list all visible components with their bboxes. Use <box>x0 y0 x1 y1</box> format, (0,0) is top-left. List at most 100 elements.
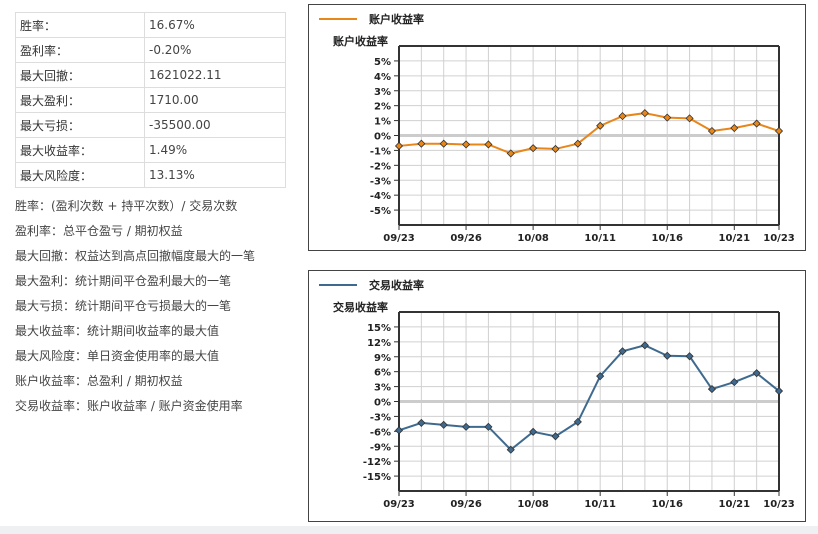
data-point <box>752 119 761 128</box>
y-tick-label: 6% <box>374 368 391 379</box>
definition-item: 盈利率：总平仓盈亏 / 期初权益 <box>15 224 183 238</box>
y-tick-label: 5% <box>374 57 391 68</box>
stat-value: -0.20% <box>144 37 286 63</box>
data-point <box>640 109 649 118</box>
x-tick-label: 10/16 <box>651 499 683 510</box>
trade-return-svg: 交易收益率交易收益率15%12%9%6%3%0%-3%-6%-9%-12%-15… <box>319 278 795 510</box>
y-tick-label: -15% <box>363 472 391 483</box>
data-point <box>461 422 471 431</box>
x-tick-label: 10/21 <box>719 499 751 510</box>
y-tick-label: 3% <box>374 87 391 98</box>
stats-row: 最大亏损： -35500.00 <box>15 112 286 138</box>
data-point <box>439 139 448 148</box>
stat-value: -35500.00 <box>144 112 286 138</box>
stat-label: 胜率： <box>15 12 145 38</box>
y-tick-label: 4% <box>374 72 391 83</box>
definition-item: 最大回撤：权益达到高点回撤幅度最大的一笔 <box>15 249 256 263</box>
stat-label: 最大风险度： <box>15 162 145 188</box>
stats-row: 最大风险度： 13.13% <box>15 162 286 188</box>
x-tick-label: 09/23 <box>383 233 415 244</box>
data-point <box>484 422 493 431</box>
y-tick-label: -2% <box>370 161 391 172</box>
data-point <box>461 140 471 149</box>
y-tick-label: 9% <box>374 353 391 364</box>
y-tick-label: 15% <box>367 323 391 334</box>
data-point <box>439 420 448 429</box>
data-point <box>596 121 605 130</box>
data-point <box>774 386 784 396</box>
y-tick-label: 12% <box>367 338 391 349</box>
x-tick-label: 09/26 <box>450 499 482 510</box>
trade-return-chart: 交易收益率 交易收益率 15% 12% 9% 6% 3% 0% -3% -6% -9% -12% -15… <box>308 270 806 522</box>
account-return-svg: 账户收益率账户收益率5%4%3%2%1%0%-1%-2%-3%-4%-5%09/… <box>319 12 795 244</box>
stat-label: 最大亏损： <box>15 112 145 138</box>
stat-label: 盈利率： <box>15 37 145 63</box>
legend-label: 交易收益率 <box>369 278 424 292</box>
stat-label: 最大收益率： <box>15 137 145 163</box>
y-tick-label: -4% <box>370 191 391 202</box>
data-point <box>707 126 717 136</box>
data-point <box>618 347 627 356</box>
x-tick-label: 10/23 <box>763 233 795 244</box>
data-point <box>551 432 560 441</box>
y-tick-label: 0% <box>374 398 391 409</box>
data-point <box>417 418 426 427</box>
data-point <box>573 139 582 148</box>
y-axis-title: 交易收益率 <box>333 300 388 314</box>
x-tick-label: 10/16 <box>651 233 683 244</box>
data-point <box>685 352 694 361</box>
definitions-list: 胜率：(盈利次数 + 持平次数）/ 交易次数 盈利率：总平仓盈亏 / 期初权益最大… <box>15 194 255 419</box>
data-point <box>529 427 538 436</box>
data-point <box>394 141 404 151</box>
y-tick-label: -12% <box>363 457 391 468</box>
stat-value: 1710.00 <box>144 87 286 113</box>
stats-row: 最大收益率： 1.49% <box>15 137 286 163</box>
stats-table: 胜率： 16.67% 盈利率： -0.20% 最大回撤： 1621022.11 最大盈利： 1… <box>15 12 286 188</box>
stat-value: 1.49% <box>144 137 286 163</box>
x-tick-label: 10/11 <box>584 233 616 244</box>
stats-row: 最大回撤： 1621022.11 <box>15 62 286 88</box>
data-point <box>551 144 560 153</box>
definition-item: 最大亏损：统计期间平仓亏损最大的一笔 <box>15 299 232 313</box>
x-tick-label: 10/21 <box>719 233 751 244</box>
data-point <box>730 378 739 387</box>
y-tick-label: 3% <box>374 383 391 394</box>
data-point <box>506 149 515 158</box>
x-tick-label: 09/23 <box>383 499 415 510</box>
data-point <box>663 351 672 360</box>
data-point <box>417 139 426 148</box>
data-point <box>484 140 493 149</box>
legend-label: 账户收益率 <box>369 12 424 26</box>
stats-row: 最大盈利： 1710.00 <box>15 87 286 113</box>
definition-item: 最大风险度：单日资金使用率的最大值 <box>15 349 220 363</box>
y-tick-label: -3% <box>370 176 391 187</box>
y-tick-label: -1% <box>370 146 391 157</box>
footer-bar <box>0 526 818 534</box>
data-point <box>506 445 515 454</box>
data-point <box>663 113 672 122</box>
data-point <box>707 385 717 394</box>
definition-item: 最大收益率：统计期间收益率的最大值 <box>15 324 220 338</box>
stat-label: 最大回撤： <box>15 62 145 88</box>
definition-item: 账户收益率：总盈利 / 期初权益 <box>15 374 183 388</box>
y-tick-label: 2% <box>374 102 391 113</box>
definition-item: 胜率：(盈利次数 + 持平次数）/ 交易次数 <box>15 199 238 213</box>
definition-item: 最大盈利：统计期间平仓盈利最大的一笔 <box>15 274 232 288</box>
series-line <box>398 112 780 155</box>
y-tick-label: -3% <box>370 412 391 423</box>
data-point <box>685 114 694 123</box>
stat-value: 13.13% <box>144 162 286 188</box>
y-tick-label: -5% <box>370 206 391 217</box>
x-tick-label: 10/11 <box>584 499 616 510</box>
stats-row: 盈利率： -0.20% <box>15 37 286 63</box>
account-return-chart: 账户收益率 账户收益率 5% 4% 3% 2% 1% 0% -1% -2% -3% -4% -5% 09/… <box>308 4 806 251</box>
stat-label: 最大盈利： <box>15 87 145 113</box>
data-point <box>394 426 404 435</box>
y-tick-label: 0% <box>374 132 391 143</box>
y-tick-label: -6% <box>370 427 391 438</box>
stat-value: 1621022.11 <box>144 62 286 88</box>
x-tick-label: 10/08 <box>517 499 549 510</box>
x-tick-label: 09/26 <box>450 233 482 244</box>
data-point <box>618 112 627 121</box>
data-point <box>640 341 649 350</box>
